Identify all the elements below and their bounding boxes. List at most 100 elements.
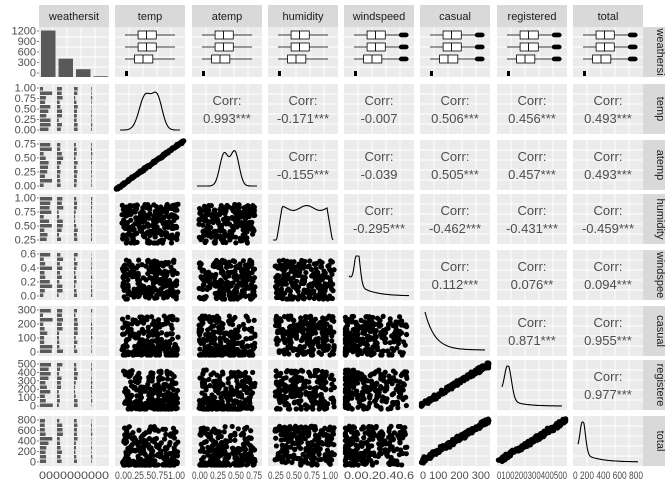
boxplot-box xyxy=(215,31,233,39)
scatter-point xyxy=(218,451,223,456)
scatter-point xyxy=(276,282,281,287)
scatter-point xyxy=(164,332,169,337)
facet-histogram-bar xyxy=(74,114,77,118)
panel-r7-c2 xyxy=(192,416,262,468)
scatter-point xyxy=(130,263,135,268)
facet-histogram-bar xyxy=(91,119,92,123)
facet-histogram-bar xyxy=(74,215,75,219)
facet-histogram-bar xyxy=(40,399,46,403)
correlation-label: Corr: xyxy=(441,93,470,108)
scatter-point xyxy=(304,288,309,293)
scatter-point xyxy=(311,401,316,406)
scatter-point xyxy=(378,374,383,379)
scatter-point xyxy=(141,214,146,219)
scatter-point xyxy=(170,315,175,320)
scatter-point xyxy=(147,205,152,210)
correlation-value: 0.955*** xyxy=(584,333,632,348)
scatter-point xyxy=(226,319,231,324)
scatter-point xyxy=(150,161,155,166)
facet-histogram-bar xyxy=(74,175,77,179)
scatter-point xyxy=(226,393,231,398)
scatter-point xyxy=(164,289,169,294)
scatter-point xyxy=(147,446,152,451)
scatter-point xyxy=(395,320,400,325)
scatter-point xyxy=(292,270,297,275)
facet-histogram-bar xyxy=(91,368,92,372)
panel-r2-c3: Corr:-0.155*** xyxy=(268,140,338,190)
scatter-point xyxy=(323,387,328,392)
scatter-point xyxy=(366,334,371,339)
scatter-point xyxy=(173,459,178,464)
scatter-point xyxy=(220,391,225,396)
scatter-point xyxy=(297,270,302,275)
scatter-point xyxy=(300,336,305,341)
facet-histogram-bar xyxy=(74,101,76,105)
scatter-point xyxy=(403,395,408,400)
facet-histogram-bar xyxy=(91,433,92,437)
facet-histogram-bar xyxy=(74,123,78,127)
scatter-point xyxy=(273,264,278,269)
scatter-point xyxy=(133,448,138,453)
scatter-point xyxy=(239,432,244,437)
facet-histogram-bar xyxy=(74,350,77,354)
facet-histogram-bar xyxy=(91,229,92,233)
scatter-point xyxy=(303,384,308,389)
scatter-point xyxy=(155,217,160,222)
facet-histogram-bar xyxy=(91,211,92,215)
scatter-point xyxy=(232,452,237,457)
correlation-label: Corr: xyxy=(289,149,318,164)
scatter-point xyxy=(213,291,218,296)
scatter-point xyxy=(138,449,143,454)
facet-histogram-bar xyxy=(57,446,61,450)
facet-histogram-bar xyxy=(57,215,59,219)
facet-histogram-bar xyxy=(40,114,46,118)
facet-histogram-bar xyxy=(91,455,92,459)
panel-r1-c5: Corr:0.506*** xyxy=(420,84,490,134)
scatter-point xyxy=(160,240,165,245)
facet-histogram-bar xyxy=(40,92,52,96)
boxplot-box xyxy=(367,43,385,51)
scatter-point xyxy=(218,278,223,283)
facet-histogram-bar xyxy=(57,229,62,233)
scatter-point xyxy=(329,338,334,343)
panel-r5-c5 xyxy=(420,306,490,356)
facet-histogram-bar xyxy=(40,285,52,289)
scatter-point xyxy=(367,401,372,406)
scatter-point xyxy=(164,317,169,322)
correlation-label: Corr: xyxy=(518,203,547,218)
facet-histogram-bar xyxy=(40,197,52,201)
facet-histogram-bar xyxy=(74,271,75,275)
facet-histogram-bar xyxy=(74,294,77,298)
scatter-point xyxy=(171,431,176,436)
scatter-point xyxy=(355,405,360,410)
facet-histogram-bar xyxy=(91,179,92,183)
facet-histogram-bar xyxy=(57,166,59,170)
scatter-point xyxy=(225,270,230,275)
row-strip-label: weathersi xyxy=(654,27,666,75)
scatter-point xyxy=(359,372,364,377)
facet-histogram-bar xyxy=(91,114,92,118)
scatter-point xyxy=(224,330,229,335)
scatter-point xyxy=(307,258,312,263)
scatter-point xyxy=(375,316,380,321)
facet-histogram-bar xyxy=(74,386,75,390)
scatter-point xyxy=(238,448,243,453)
correlation-value: 0.871*** xyxy=(508,333,556,348)
scatter-point xyxy=(222,296,227,301)
scatter-point xyxy=(250,370,255,375)
boxplot-box xyxy=(520,31,538,39)
boxplot-outlier xyxy=(480,33,484,37)
boxplot-small xyxy=(278,71,281,76)
facet-histogram-bar xyxy=(91,224,92,228)
scatter-point xyxy=(230,446,235,451)
correlation-value: 0.977*** xyxy=(584,387,632,402)
scatter-point xyxy=(217,383,222,388)
scatter-point xyxy=(165,376,170,381)
facet-histogram-bar xyxy=(40,377,48,381)
facet-histogram-bar xyxy=(40,289,45,293)
scatter-point xyxy=(319,322,324,327)
scatter-point xyxy=(226,284,231,289)
scatter-point xyxy=(134,462,139,467)
scatter-point xyxy=(367,326,372,331)
